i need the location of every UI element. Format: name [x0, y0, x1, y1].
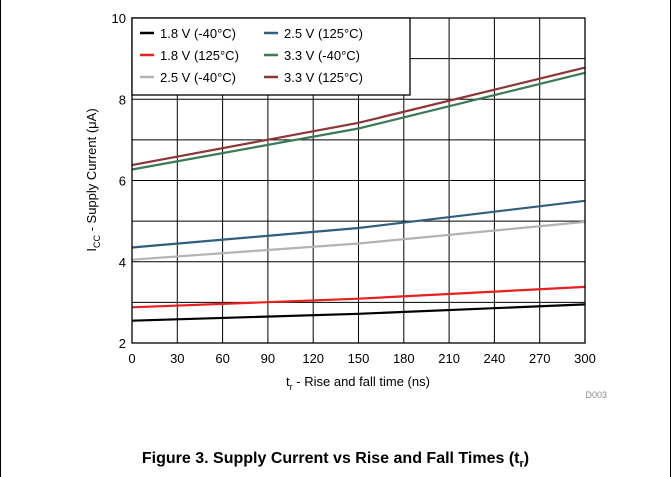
x-tick-label: 210 [438, 351, 460, 366]
legend: 1.8 V (-40°C) 2.5 V (125°C) 1.8 V (125°C) 3… [131, 17, 411, 96]
supply-current-chart: 0 30 60 90 120 150 180 210 240 270 300 2 4 6 8 10 1.8 … [84, 11, 607, 400]
caption-end: ) [523, 450, 530, 467]
x-tick-label: 300 [574, 351, 596, 366]
legend-label: 2.5 V (-40°C) [160, 70, 236, 85]
x-tick-label: 0 [128, 351, 135, 366]
x-tick-label: 90 [261, 351, 275, 366]
legend-label: 1.8 V (-40°C) [160, 26, 236, 41]
x-axis-label: tr - Rise and fall time (ns) [286, 374, 430, 392]
legend-label: 3.3 V (125°C) [284, 70, 363, 85]
series-line [131, 303, 586, 322]
series-line [131, 285, 586, 309]
x-tick-label: 180 [393, 351, 415, 366]
x-tick-label: 240 [484, 351, 506, 366]
x-tick-label: 120 [302, 351, 324, 366]
series-line [131, 199, 586, 249]
x-tick-label: 30 [170, 351, 184, 366]
figure-id: D003 [585, 390, 607, 400]
series-line [131, 71, 586, 171]
y-tick-label: 10 [112, 11, 126, 26]
x-tick-label: 150 [348, 351, 370, 366]
legend-label: 2.5 V (125°C) [284, 26, 363, 41]
caption-subscript: r [519, 458, 524, 471]
legend-label: 3.3 V (-40°C) [284, 48, 360, 63]
x-tick-label: 60 [215, 351, 229, 366]
x-tick-labels: 0 30 60 90 120 150 180 210 240 270 300 [128, 351, 595, 366]
y-tick-label: 8 [119, 92, 126, 107]
series-group [131, 66, 586, 322]
y-tick-label: 4 [119, 255, 126, 270]
y-tick-label: 6 [119, 174, 126, 189]
legend-label: 1.8 V (125°C) [160, 48, 239, 63]
y-tick-labels: 2 4 6 8 10 [112, 11, 126, 351]
series-line [131, 220, 586, 261]
caption-text: Figure 3. Supply Current vs Rise and Fal… [141, 450, 520, 467]
y-tick-label: 2 [119, 336, 126, 351]
figure-caption: Figure 3. Supply Current vs Rise and Fal… [0, 450, 671, 470]
series-line [131, 66, 586, 167]
x-tick-label: 270 [529, 351, 551, 366]
y-axis-label: ICC - Supply Current (μA) [84, 108, 102, 251]
legend-box [131, 17, 411, 96]
